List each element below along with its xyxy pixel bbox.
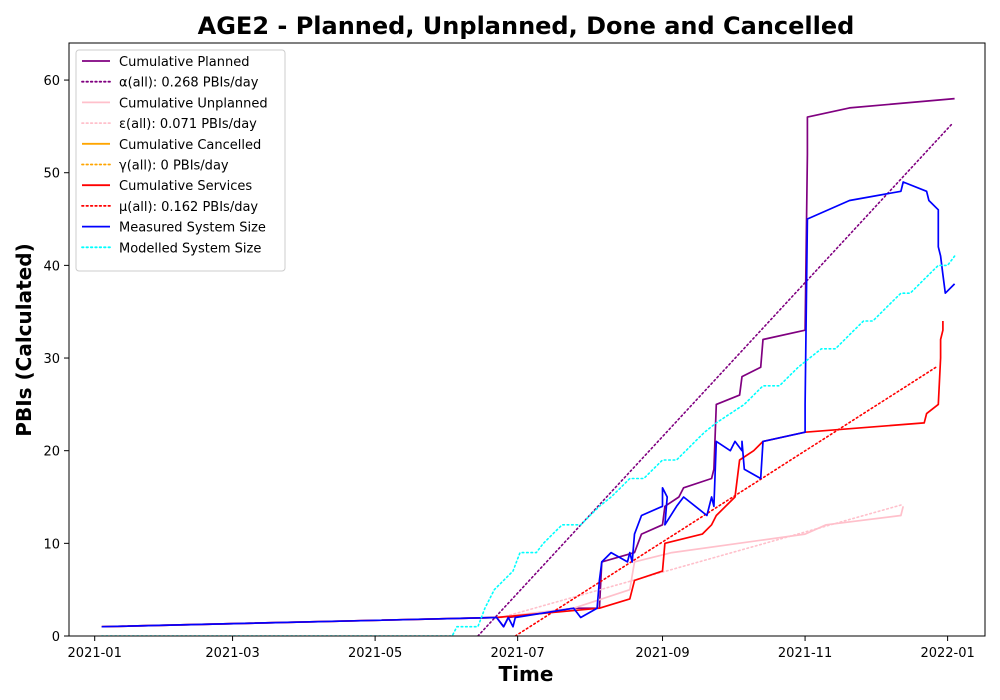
series-line-2 xyxy=(101,506,905,628)
legend-label: ε(all): 0.071 PBIs/day xyxy=(119,117,257,132)
legend-label: Modelled System Size xyxy=(119,241,261,256)
chart-legend: Cumulative Planned α(all): 0.268 PBIs/day… xyxy=(75,49,286,272)
x-axis: 2021-01 2021-03 2021-05 2021-07 2021-09 2021-… xyxy=(68,636,975,661)
y-axis: 0 10 20 30 40 50 60 xyxy=(43,74,69,645)
legend-label: Measured System Size xyxy=(119,221,266,236)
y-axis-label: PBIs (Calculated) xyxy=(12,243,36,436)
x-tick-label: 2021-11 xyxy=(778,646,832,661)
y-tick-label: 10 xyxy=(43,537,60,552)
series-line-3 xyxy=(500,503,904,619)
plot-frame xyxy=(68,42,986,637)
y-tick-label: 0 xyxy=(52,630,60,645)
legend-label: γ(all): 0 PBIs/day xyxy=(119,159,229,174)
series-layer xyxy=(100,97,956,636)
legend-label: Cumulative Planned xyxy=(119,55,249,70)
x-axis-label: Time xyxy=(499,662,554,686)
x-tick-label: 2021-07 xyxy=(490,646,544,661)
legend-label: μ(all): 0.162 PBIs/day xyxy=(119,200,258,215)
x-tick-label: 2021-09 xyxy=(635,646,689,661)
series-line-7 xyxy=(514,366,937,636)
y-tick-label: 60 xyxy=(43,74,60,89)
x-tick-label: 2021-01 xyxy=(68,646,122,661)
series-line-1 xyxy=(477,122,954,636)
y-tick-label: 20 xyxy=(43,445,60,460)
legend-label: Cumulative Cancelled xyxy=(119,138,261,153)
x-tick-label: 2021-05 xyxy=(348,646,402,661)
series-line-8 xyxy=(101,181,956,628)
chart-title: AGE2 - Planned, Unplanned, Done and Canc… xyxy=(198,12,855,40)
y-tick-label: 50 xyxy=(43,167,60,182)
y-tick-label: 40 xyxy=(43,259,60,274)
x-tick-label: 2021-03 xyxy=(205,646,259,661)
legend-label: Cumulative Services xyxy=(119,179,252,194)
series-line-6 xyxy=(101,321,944,628)
y-tick-label: 30 xyxy=(43,352,60,367)
series-line-9 xyxy=(100,255,956,636)
legend-label: Cumulative Unplanned xyxy=(119,96,268,111)
x-tick-label: 2022-01 xyxy=(920,646,974,661)
legend-box xyxy=(75,49,286,272)
legend-label: α(all): 0.268 PBIs/day xyxy=(119,76,259,91)
